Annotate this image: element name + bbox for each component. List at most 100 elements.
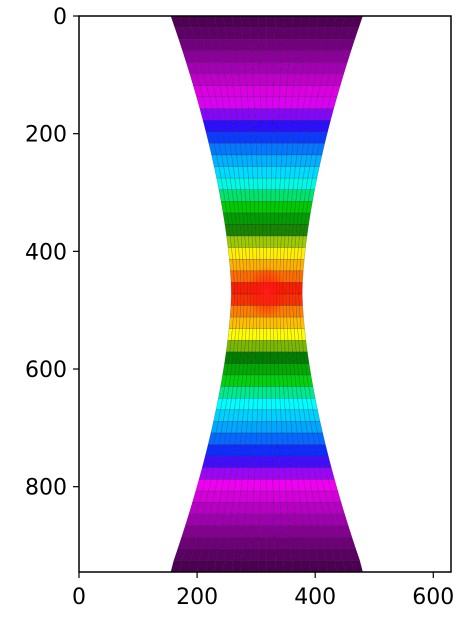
mesh-cell bbox=[266, 525, 275, 538]
mesh-cell bbox=[256, 421, 263, 434]
mesh-cell bbox=[252, 259, 258, 272]
mesh-cell bbox=[234, 38, 245, 51]
mesh-cell bbox=[257, 398, 263, 411]
mesh-cell bbox=[283, 16, 294, 28]
mesh-cell bbox=[260, 479, 268, 492]
mesh-cell bbox=[240, 96, 249, 109]
mesh-cell bbox=[244, 444, 252, 457]
mesh-cell bbox=[270, 224, 275, 237]
mesh-cell bbox=[258, 27, 268, 40]
mesh-cell bbox=[255, 444, 262, 457]
mesh-cell bbox=[224, 548, 235, 561]
mesh-cell bbox=[273, 50, 283, 63]
mesh-cell bbox=[298, 293, 303, 306]
mesh-cell bbox=[262, 189, 268, 202]
mesh-cell bbox=[255, 432, 262, 445]
mesh-cell bbox=[274, 38, 284, 51]
mesh-cell bbox=[273, 247, 278, 260]
mesh-cell bbox=[257, 386, 263, 399]
mesh-cell bbox=[251, 421, 258, 434]
mesh-cell bbox=[260, 131, 268, 144]
mesh-cell bbox=[260, 96, 268, 109]
deformation-mesh bbox=[170, 16, 363, 572]
mesh-cell bbox=[266, 212, 271, 225]
mesh-cell bbox=[273, 502, 282, 515]
mesh-cell bbox=[205, 560, 217, 572]
mesh-cell bbox=[278, 96, 287, 109]
mesh-cell bbox=[279, 73, 289, 86]
mesh-cell bbox=[258, 38, 268, 51]
mesh-cell bbox=[251, 235, 257, 248]
mesh-cell bbox=[278, 479, 287, 492]
mesh-cell bbox=[256, 166, 263, 179]
mesh-cell bbox=[257, 16, 268, 28]
mesh-cell bbox=[255, 235, 260, 248]
mesh-cell bbox=[254, 201, 260, 214]
mesh-cell bbox=[235, 525, 245, 538]
mesh-cell bbox=[249, 131, 257, 144]
mesh-cell bbox=[243, 120, 251, 133]
mesh-cell bbox=[271, 143, 278, 156]
mesh-cell bbox=[266, 62, 275, 75]
mesh-cell bbox=[251, 351, 256, 364]
x-tick-label: 600 bbox=[412, 585, 454, 610]
mesh-cell bbox=[238, 502, 247, 515]
mesh-cell bbox=[262, 212, 268, 225]
mesh-cell bbox=[266, 560, 276, 572]
mesh-cell bbox=[271, 432, 278, 445]
mesh-cell bbox=[266, 224, 271, 237]
mesh-cell bbox=[250, 143, 257, 156]
mesh-cell bbox=[252, 247, 257, 260]
mesh-cell bbox=[282, 27, 293, 40]
mesh-cell bbox=[249, 16, 259, 28]
mesh-cell bbox=[244, 62, 254, 75]
mesh-cell bbox=[254, 351, 260, 364]
mesh-cell bbox=[266, 421, 273, 434]
mesh-cell bbox=[325, 560, 337, 572]
mesh-cell bbox=[260, 455, 268, 468]
mesh-cell bbox=[270, 201, 276, 214]
mesh-cell bbox=[248, 467, 256, 480]
mesh-cell bbox=[279, 85, 288, 98]
mesh-cell bbox=[231, 16, 242, 28]
mesh-cell bbox=[251, 340, 257, 353]
mesh-cell bbox=[258, 363, 264, 376]
mesh-cell bbox=[259, 513, 268, 526]
mesh-cell bbox=[257, 560, 268, 572]
mesh-cell bbox=[252, 166, 258, 179]
mesh-cell bbox=[272, 85, 281, 98]
mesh-cell bbox=[266, 85, 274, 98]
mesh-cell bbox=[246, 85, 255, 98]
mesh-cell bbox=[241, 467, 250, 480]
mesh-cell bbox=[266, 467, 274, 480]
mesh-cell bbox=[249, 560, 259, 572]
mesh-cell bbox=[285, 282, 290, 295]
mesh-cell bbox=[281, 525, 291, 538]
mesh-cell bbox=[254, 455, 262, 468]
mesh-cell bbox=[258, 525, 268, 538]
mesh-cell bbox=[255, 340, 260, 353]
mesh-cell bbox=[291, 560, 302, 572]
mesh-cell bbox=[253, 96, 261, 109]
mesh-cell bbox=[246, 154, 253, 167]
mesh-cell bbox=[266, 154, 273, 167]
mesh-cell bbox=[274, 548, 284, 561]
mesh-cell bbox=[252, 73, 261, 86]
mesh-cell bbox=[222, 560, 234, 572]
mesh-cell bbox=[252, 502, 261, 515]
mesh-cell bbox=[222, 16, 234, 28]
plot-frame bbox=[78, 15, 452, 573]
mesh-cell bbox=[266, 386, 272, 399]
mesh-cell bbox=[266, 177, 272, 190]
mesh-cell bbox=[261, 166, 268, 179]
mesh-cell bbox=[278, 108, 286, 121]
mesh-cell bbox=[266, 328, 271, 341]
mesh-cell bbox=[266, 490, 274, 503]
mesh-cell bbox=[240, 293, 245, 306]
mesh-cell bbox=[253, 189, 259, 202]
mesh-cell bbox=[179, 560, 192, 572]
mesh-cell bbox=[250, 537, 260, 550]
mesh-cell bbox=[252, 398, 259, 411]
mesh-cell bbox=[278, 467, 286, 480]
